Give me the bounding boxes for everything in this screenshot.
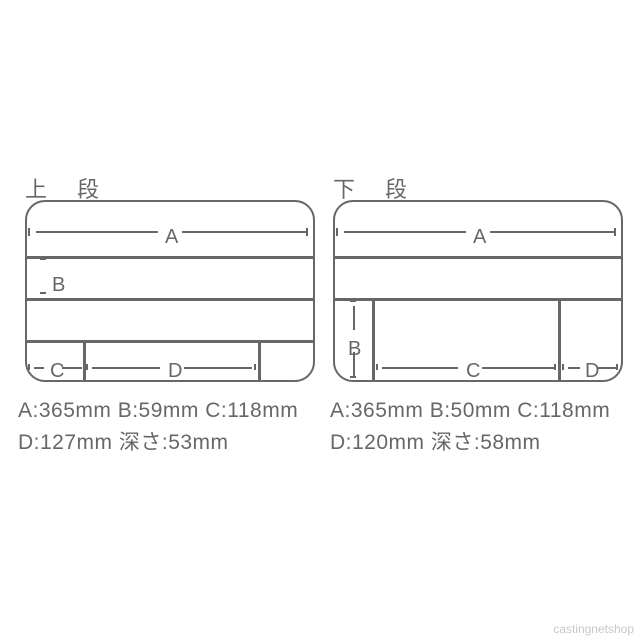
dimension-line bbox=[92, 367, 160, 369]
divider bbox=[83, 340, 86, 382]
divider bbox=[333, 256, 623, 259]
divider bbox=[372, 298, 375, 382]
divider bbox=[25, 298, 315, 301]
right-label-d: D bbox=[585, 360, 599, 383]
dimension-tick bbox=[28, 364, 30, 370]
dimension-tick bbox=[40, 258, 46, 260]
left-measure-1: A:365mm B:59mm C:118mm bbox=[18, 395, 298, 427]
right-label-c: C bbox=[466, 360, 480, 383]
left-label-d: D bbox=[168, 360, 182, 383]
dimension-tick bbox=[254, 364, 256, 370]
divider bbox=[258, 340, 261, 382]
dimension-tick bbox=[28, 228, 30, 236]
dimension-line bbox=[184, 367, 252, 369]
dimension-tick bbox=[616, 364, 618, 370]
dimension-tick bbox=[376, 364, 378, 370]
divider bbox=[558, 298, 561, 382]
dimension-line bbox=[568, 367, 580, 369]
dimension-tick bbox=[350, 300, 356, 302]
right-measure-1: A:365mm B:50mm C:118mm bbox=[330, 395, 610, 427]
divider bbox=[333, 298, 623, 301]
right-label-a: A bbox=[473, 226, 486, 249]
dimension-line bbox=[490, 231, 614, 233]
divider bbox=[25, 256, 315, 259]
dimension-tick bbox=[86, 364, 88, 370]
dimension-tick bbox=[350, 376, 356, 378]
dimension-line bbox=[598, 367, 616, 369]
left-label-a: A bbox=[165, 226, 178, 249]
dimension-line bbox=[382, 367, 458, 369]
left-label-b: B bbox=[52, 274, 65, 297]
dimension-tick bbox=[336, 228, 338, 236]
dimension-tick bbox=[554, 364, 556, 370]
dimension-line bbox=[344, 231, 466, 233]
dimension-line bbox=[482, 367, 554, 369]
right-measure-2: D:120mm 深さ:58mm bbox=[330, 427, 541, 459]
dimension-tick bbox=[40, 292, 46, 294]
dimension-line bbox=[34, 367, 44, 369]
dimension-line bbox=[36, 231, 158, 233]
dimension-line bbox=[353, 352, 355, 376]
dimension-tick bbox=[306, 228, 308, 236]
left-label-c: C bbox=[50, 360, 64, 383]
dimension-line bbox=[62, 367, 82, 369]
dimension-line bbox=[353, 306, 355, 330]
dimension-line bbox=[182, 231, 306, 233]
dimension-tick bbox=[614, 228, 616, 236]
watermark: castingnetshop bbox=[553, 622, 634, 636]
divider bbox=[25, 340, 315, 343]
dimension-tick bbox=[562, 364, 564, 370]
left-measure-2: D:127mm 深さ:53mm bbox=[18, 427, 229, 459]
